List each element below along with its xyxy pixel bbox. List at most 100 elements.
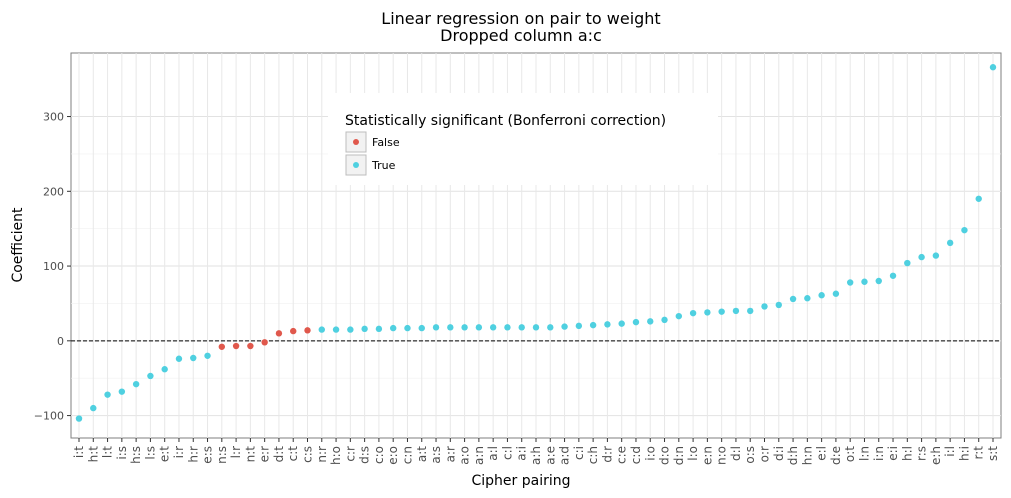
x-tick-label: i:n	[872, 446, 886, 461]
x-tick-label: o:s	[743, 446, 757, 464]
x-tick-label: e:t	[158, 446, 172, 462]
x-tick-label: l:t	[101, 446, 115, 458]
data-point	[989, 64, 997, 71]
data-point	[589, 321, 597, 329]
x-tick-label: a:h	[529, 446, 543, 465]
x-tick-label: c:d	[629, 446, 643, 464]
x-tick-label: e:l	[815, 446, 829, 461]
data-point	[932, 252, 940, 259]
x-tick-label: c:r	[343, 446, 357, 462]
data-point	[132, 380, 140, 388]
data-point	[775, 301, 782, 309]
x-tick-label: d:s	[358, 446, 372, 464]
data-point	[461, 324, 468, 331]
data-point	[946, 239, 954, 247]
data-point	[975, 195, 982, 202]
x-tick-label: r:t	[972, 446, 986, 460]
data-point	[704, 309, 711, 316]
x-tick-label: s:t	[986, 446, 1000, 461]
data-point	[232, 342, 240, 350]
x-tick-label: c:s	[301, 446, 315, 463]
data-point	[904, 259, 911, 267]
x-tick-label: a:l	[486, 446, 500, 461]
x-tick-label: l:s	[143, 446, 157, 460]
data-point	[918, 253, 925, 261]
x-tick-label: a:i	[515, 446, 529, 461]
x-tick-label: d:e	[829, 446, 843, 465]
legend-marker-false	[353, 139, 359, 145]
y-axis-title: Coefficient	[10, 207, 26, 283]
data-point	[190, 354, 197, 362]
x-tick-label: d:l	[729, 446, 743, 461]
data-point	[432, 324, 440, 331]
data-point	[732, 307, 740, 315]
data-point	[161, 366, 168, 373]
data-point	[218, 343, 226, 350]
legend-label-true: True	[371, 159, 396, 172]
data-point	[347, 326, 354, 333]
data-point	[618, 320, 625, 327]
data-point	[846, 279, 854, 286]
data-point	[75, 415, 83, 422]
x-tick-label: d:r	[600, 446, 614, 463]
data-point	[718, 308, 725, 315]
data-point	[561, 323, 568, 330]
data-point	[604, 321, 611, 328]
x-tick-label: a:s	[429, 446, 443, 464]
data-point	[332, 326, 340, 333]
data-point	[832, 290, 840, 297]
data-point	[389, 324, 397, 332]
data-point	[475, 324, 483, 331]
x-tick-label: o:t	[843, 446, 857, 462]
x-tick-label: l:r	[229, 446, 243, 458]
legend: Statistically significant (Bonferroni co…	[328, 93, 718, 185]
data-point	[861, 278, 868, 285]
data-point	[247, 342, 254, 350]
x-tick-label: l:o	[686, 446, 700, 461]
x-tick-label: c:l	[500, 446, 514, 460]
y-tick-label: 0	[57, 335, 64, 348]
x-tick-label: e:h	[929, 446, 943, 465]
data-points	[75, 64, 997, 422]
legend-label-false: False	[372, 136, 400, 149]
data-point	[147, 372, 154, 380]
data-point	[875, 277, 882, 285]
data-point	[761, 303, 768, 310]
x-tick-label: h:i	[957, 446, 971, 461]
data-point	[90, 404, 97, 412]
x-tick-label: d:o	[658, 446, 672, 465]
chart-title: Linear regression on pair to weight	[381, 9, 660, 28]
x-tick-label: h:o	[329, 446, 343, 465]
x-tick-label: d:h	[786, 446, 800, 465]
x-tick-label: c:h	[586, 446, 600, 464]
x-tick-label: h:l	[900, 446, 914, 461]
data-point	[290, 327, 297, 335]
x-tick-label: d:n	[672, 446, 686, 465]
x-tick-label: d:t	[272, 446, 286, 463]
data-point	[375, 325, 383, 333]
data-point	[118, 388, 126, 395]
x-axis-title: Cipher pairing	[471, 473, 570, 489]
x-tick-label: i:t	[72, 446, 86, 458]
x-tick-label: a:e	[543, 446, 557, 465]
data-point	[647, 318, 654, 325]
data-point	[418, 324, 425, 332]
data-point	[275, 330, 283, 337]
data-point	[804, 295, 811, 302]
data-point	[204, 352, 211, 359]
data-point	[361, 325, 368, 333]
x-tick-label: e:o	[386, 446, 400, 465]
y-axis-ticks: −100 0 100 200 300	[34, 111, 71, 423]
legend-marker-true	[353, 162, 359, 168]
data-point	[961, 226, 968, 234]
chart-subtitle: Dropped column a:c	[440, 26, 602, 45]
x-tick-label: n:o	[715, 446, 729, 465]
x-tick-label: a:t	[415, 446, 429, 462]
data-point	[532, 324, 540, 331]
data-point	[304, 327, 311, 334]
x-tick-label: h:r	[186, 446, 200, 463]
y-tick-label: −100	[34, 410, 64, 423]
y-tick-label: 100	[43, 260, 64, 273]
x-tick-label: c:o	[372, 446, 386, 464]
